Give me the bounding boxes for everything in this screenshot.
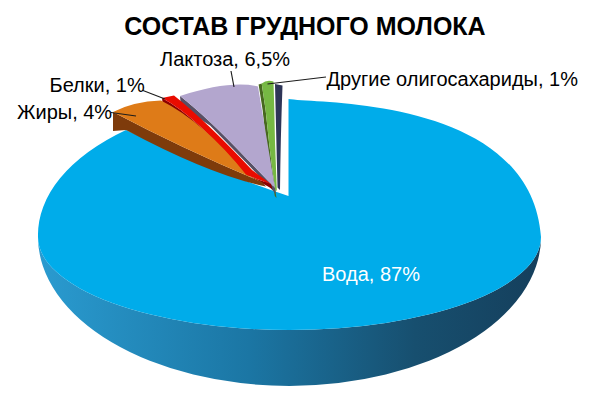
svg-text:Белки, 1%: Белки, 1% xyxy=(50,74,145,96)
svg-text:Лактоза, 6,5%: Лактоза, 6,5% xyxy=(160,48,290,70)
svg-text:Вода, 87%: Вода, 87% xyxy=(322,263,420,285)
svg-text:Другие олигосахариды, 1%: Другие олигосахариды, 1% xyxy=(327,68,579,90)
svg-text:СОСТАВ ГРУДНОГО МОЛОКА: СОСТАВ ГРУДНОГО МОЛОКА xyxy=(124,12,485,40)
svg-text:Жиры, 4%: Жиры, 4% xyxy=(17,101,112,123)
